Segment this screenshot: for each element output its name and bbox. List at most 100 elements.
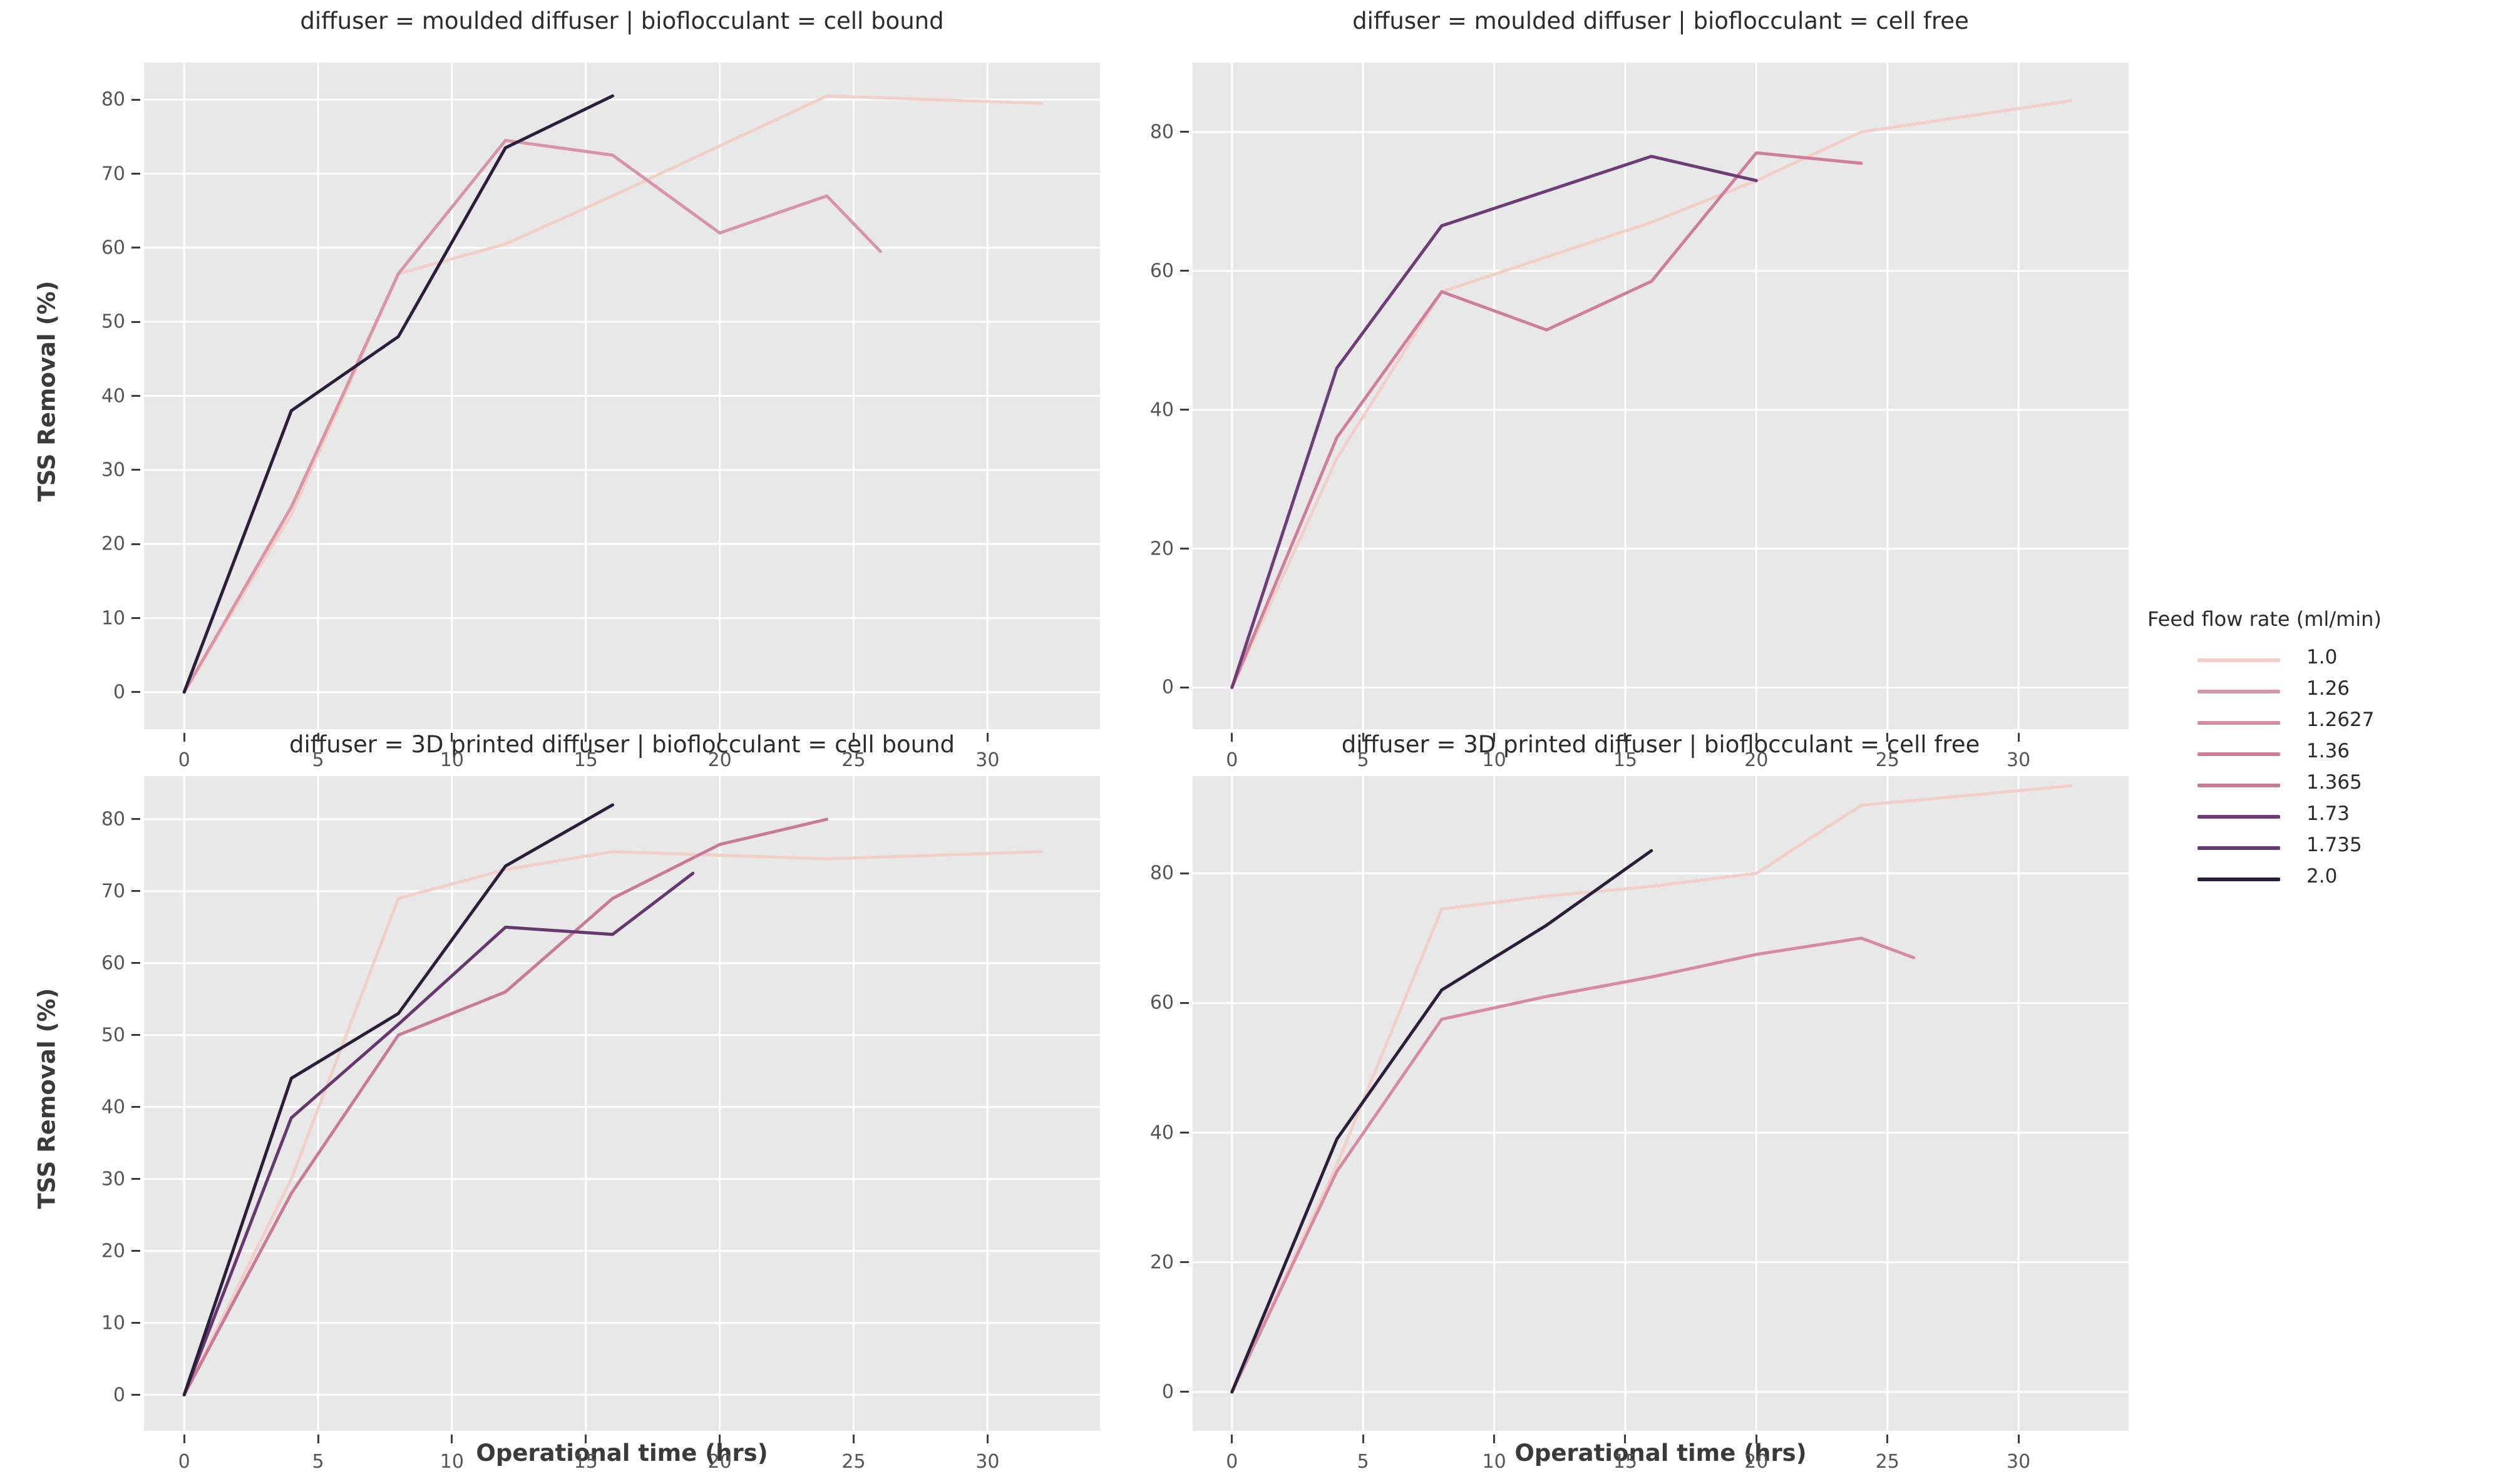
legend-item-label: 1.36 [2306,740,2350,762]
y-tick-mark [1180,1261,1189,1264]
x-tick-label: 10 [439,1451,464,1473]
x-tick-label: 20 [707,749,732,771]
x-tick-label: 15 [1613,1451,1638,1473]
y-tick-mark [131,1178,140,1180]
y-tick-mark [1180,1001,1189,1004]
x-axis-label-left: Operational time (hrs) [476,1440,768,1466]
subplot-moulded-cell-bound [144,63,1100,729]
x-tick-mark [1624,733,1627,742]
series-line-1.365 [182,817,829,1396]
x-tick-label: 30 [975,1451,1000,1473]
y-tick-label: 50 [101,310,125,333]
x-tick-mark [1362,733,1364,742]
y-tick-mark [131,617,140,619]
x-tick-mark [451,733,453,742]
legend-line-swatch [2197,658,2280,662]
y-tick-label: 20 [101,533,125,555]
y-tick-mark [131,1322,140,1324]
y-tick-label: 80 [1149,862,1174,884]
y-tick-mark [1180,1391,1189,1393]
x-tick-label: 10 [439,749,464,771]
x-tick-mark [183,1435,185,1443]
x-tick-label: 0 [178,749,190,771]
x-tick-label: 5 [312,749,324,771]
legend-item-label: 1.2627 [2306,709,2375,731]
y-tick-label: 60 [1149,991,1174,1014]
y-tick-label: 70 [101,163,125,185]
x-tick-mark [317,733,319,742]
y-tick-mark [1180,270,1189,272]
x-tick-mark [986,733,989,742]
y-tick-mark [131,1394,140,1396]
x-tick-mark [451,1435,453,1443]
x-tick-mark [585,733,587,742]
plot-area-bl [144,776,1100,1431]
facet-title-top-right: diffuser = moulded diffuser | biofloccul… [1352,8,1969,34]
y-tick-mark [1180,548,1189,550]
legend: Feed flow rate (ml/min) 1.0 1.26 1.2627 1.3… [2136,600,2493,913]
x-tick-label: 0 [178,1451,190,1473]
x-tick-label: 25 [1875,749,1899,771]
subplot-moulded-cell-free [1193,63,2129,729]
series-line-1.73 [1230,155,1758,689]
y-tick-mark [131,98,140,101]
y-tick-label: 80 [101,88,125,111]
y-tick-label: 0 [113,681,125,704]
plot-area-tl [144,63,1100,729]
x-tick-mark [852,1435,855,1443]
y-tick-mark [131,320,140,323]
x-tick-label: 0 [1226,749,1238,771]
x-tick-mark [1624,1435,1627,1443]
x-tick-label: 15 [573,749,598,771]
x-tick-label: 20 [707,1451,732,1473]
y-tick-mark [131,962,140,965]
series-line-1.36 [1230,151,1863,689]
y-tick-label: 40 [1149,399,1174,421]
x-tick-label: 5 [1357,1451,1369,1473]
legend-line-swatch [2197,878,2280,881]
y-tick-mark [131,1106,140,1108]
x-tick-mark [317,1435,319,1443]
y-tick-mark [131,818,140,821]
y-tick-label: 60 [1149,260,1174,282]
plot-area-br [1193,776,2129,1431]
x-tick-mark [1493,733,1496,742]
y-tick-label: 20 [101,1240,125,1262]
legend-item-label: 2.0 [2306,865,2338,888]
y-tick-mark [131,691,140,693]
x-tick-mark [2017,1435,2020,1443]
y-tick-mark [1180,131,1189,133]
legend-item: 1.0 [2136,645,2493,676]
series-line-2.0 [182,803,614,1396]
series-line-1.2627 [1230,936,1916,1394]
y-tick-label: 10 [101,607,125,629]
x-tick-mark [1755,1435,1757,1443]
series-line-1.26 [182,138,882,694]
x-tick-label: 25 [1875,1451,1899,1473]
legend-item: 1.73 [2136,801,2493,832]
x-axis-label-right: Operational time (hrs) [1514,1440,1807,1466]
x-tick-label: 30 [2007,1451,2031,1473]
series-line-2.0 [1230,849,1653,1394]
y-tick-label: 30 [101,1168,125,1190]
y-tick-label: 0 [113,1384,125,1406]
y-tick-label: 40 [1149,1122,1174,1144]
y-axis-label-bottom: TSS Removal (%) [33,988,61,1209]
y-tick-label: 20 [1149,1251,1174,1274]
x-tick-mark [1362,1435,1364,1443]
series-line-1.0 [182,94,1043,694]
legend-line-swatch [2197,721,2280,725]
x-tick-mark [1231,733,1233,742]
y-tick-label: 60 [101,952,125,975]
x-tick-mark [719,1435,721,1443]
x-tick-label: 25 [841,749,866,771]
x-tick-label: 20 [1744,749,1769,771]
y-tick-label: 30 [101,459,125,481]
y-tick-mark [131,1034,140,1036]
x-tick-label: 0 [1226,1451,1238,1473]
x-tick-mark [719,733,721,742]
y-tick-mark [1180,872,1189,874]
y-tick-label: 60 [101,237,125,259]
legend-item: 1.735 [2136,832,2493,864]
